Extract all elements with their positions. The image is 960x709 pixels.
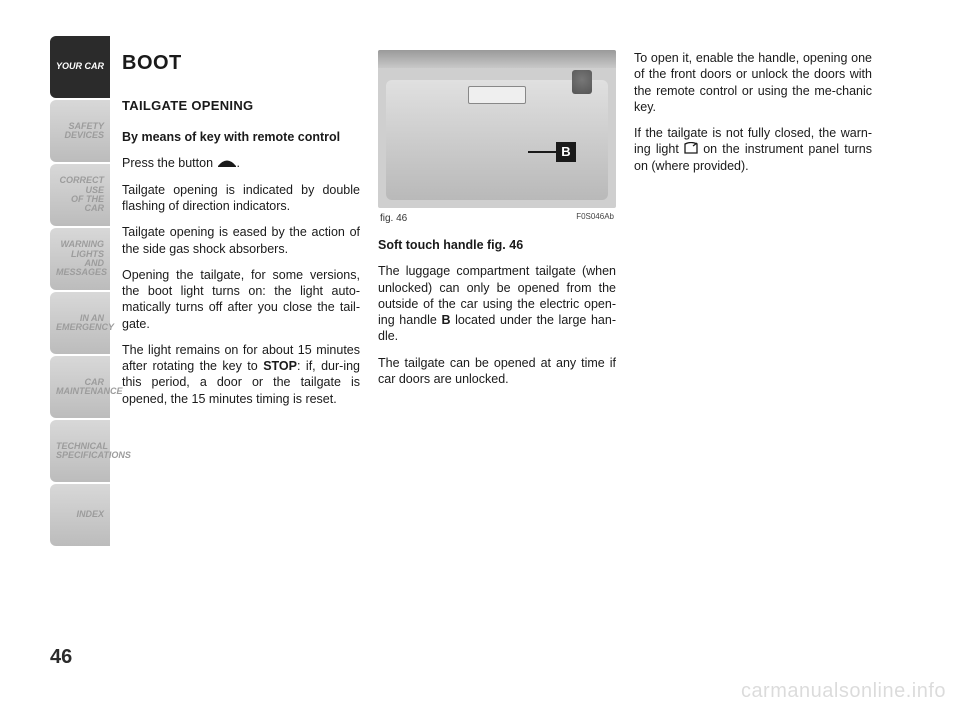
para-enable-handle: To open it, enable the handle, opening o… xyxy=(634,50,872,115)
tab-index[interactable]: INDEX xyxy=(50,484,110,546)
page-number: 46 xyxy=(50,646,72,669)
figure-code: F0S046Ab xyxy=(576,212,614,225)
subheading-soft-touch: Soft touch handle fig. 46 xyxy=(378,237,616,253)
para-double-flash: Tailgate opening is indicated by double … xyxy=(122,182,360,215)
para-open-anytime: The tailgate can be opened at any time i… xyxy=(378,355,616,388)
tab-maintenance[interactable]: CARMAINTENANCE xyxy=(50,356,110,418)
heading-tailgate-opening: TAILGATE OPENING xyxy=(122,98,360,115)
tab-correct-use[interactable]: CORRECT USEOF THE CAR xyxy=(50,164,110,226)
tab-warning-lights[interactable]: WARNINGLIGHTS ANDMESSAGES xyxy=(50,228,110,290)
tab-technical-specs[interactable]: TECHNICALSPECIFICATIONS xyxy=(50,420,110,482)
figure-46: B fig. 46 F0S046Ab xyxy=(378,50,616,237)
para-press-button: Press the button . xyxy=(122,155,360,172)
figure-46-image: B xyxy=(378,50,616,208)
tab-safety-devices[interactable]: SAFETYDEVICES xyxy=(50,100,110,162)
column-2: B fig. 46 F0S046Ab Soft touch handle fig… xyxy=(378,50,616,397)
para-boot-light: Opening the tailgate, for some versions,… xyxy=(122,267,360,332)
para-luggage-handle: The luggage compartment tailgate (when u… xyxy=(378,263,616,344)
door-open-warning-icon xyxy=(684,142,698,158)
para-light-15min: The light remains on for about 15 minute… xyxy=(122,342,360,407)
tab-your-car[interactable]: YOUR CAR xyxy=(50,36,110,98)
heading-boot: BOOT xyxy=(122,50,360,76)
column-3: To open it, enable the handle, opening o… xyxy=(634,50,872,184)
figure-number: fig. 46 xyxy=(380,212,407,225)
tailgate-release-icon xyxy=(217,156,237,172)
para-warning-light: If the tailgate is not fully closed, the… xyxy=(634,125,872,174)
badge-icon xyxy=(572,70,592,94)
column-1: BOOT TAILGATE OPENING By means of key wi… xyxy=(122,50,360,417)
watermark: carmanualsonline.info xyxy=(741,680,946,703)
figure-46-caption: fig. 46 F0S046Ab xyxy=(378,208,616,237)
para-gas-shock: Tailgate opening is eased by the action … xyxy=(122,224,360,257)
tab-emergency[interactable]: IN ANEMERGENCY xyxy=(50,292,110,354)
subheading-remote-key: By means of key with remote control xyxy=(122,129,360,145)
callout-b: B xyxy=(528,142,576,162)
manual-page: YOUR CAR SAFETYDEVICES CORRECT USEOF THE… xyxy=(0,0,960,709)
section-tabs: YOUR CAR SAFETYDEVICES CORRECT USEOF THE… xyxy=(50,36,110,548)
